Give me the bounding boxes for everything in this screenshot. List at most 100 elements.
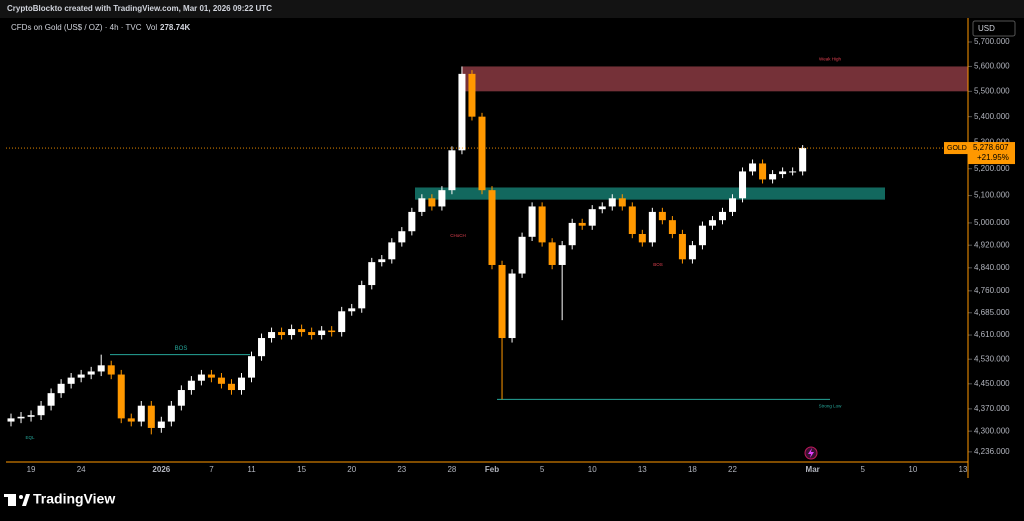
logo bbox=[4, 494, 30, 506]
candle-body bbox=[548, 242, 556, 265]
candle-body bbox=[137, 405, 145, 422]
candle-body bbox=[468, 73, 476, 117]
candle-body bbox=[698, 225, 706, 246]
x-tick-label: 13 bbox=[959, 465, 968, 474]
currency-box[interactable] bbox=[972, 20, 1016, 37]
y-tick-label: 4,610.000 bbox=[974, 330, 1010, 339]
annotation: CHoCH bbox=[450, 233, 466, 238]
x-tick-label: 19 bbox=[27, 465, 36, 474]
candle-body bbox=[298, 329, 306, 333]
candle-body bbox=[618, 198, 626, 207]
candle-body bbox=[488, 190, 496, 265]
y-tick-label: 5,500.000 bbox=[974, 86, 1010, 95]
candle-body bbox=[278, 332, 286, 336]
change-label: +21.95% bbox=[977, 153, 1009, 162]
candle-body bbox=[408, 211, 416, 232]
candle-body bbox=[668, 220, 676, 235]
candle-body bbox=[318, 330, 326, 336]
y-tick-label: 5,000.000 bbox=[974, 218, 1010, 227]
candle-body bbox=[638, 234, 646, 243]
candle-body bbox=[448, 150, 456, 191]
zone-label: Weak High bbox=[819, 57, 841, 62]
candle-body bbox=[608, 198, 616, 207]
y-tick-label: 5,400.000 bbox=[974, 112, 1010, 121]
y-tick-label: 4,920.000 bbox=[974, 240, 1010, 249]
candle-body bbox=[328, 330, 336, 333]
y-tick-label: 5,700.000 bbox=[974, 37, 1010, 46]
y-tick-label: 4,370.000 bbox=[974, 404, 1010, 413]
candle-body bbox=[598, 206, 606, 210]
candle-body bbox=[749, 163, 757, 172]
credit: CryptoBlockto created with TradingView.c… bbox=[7, 4, 272, 13]
header-bar bbox=[0, 0, 1024, 18]
y-tick-label: 5,100.000 bbox=[974, 191, 1010, 200]
price-tag bbox=[968, 142, 1015, 165]
y-tick-label: 4,685.000 bbox=[974, 308, 1010, 317]
alert-bolt bbox=[808, 448, 814, 458]
annotation: BOS bbox=[653, 262, 663, 267]
candle-body bbox=[658, 211, 666, 221]
candle-body bbox=[207, 374, 215, 378]
candle-body bbox=[428, 198, 436, 207]
volume-prefix: Vol bbox=[146, 23, 157, 32]
candle-body bbox=[338, 311, 346, 333]
x-tick-label: 7 bbox=[209, 465, 214, 474]
x-tick-label: 5 bbox=[861, 465, 866, 474]
plot: 4,236.000 4,300.000 4,370.000 4,450.000 4,53… bbox=[6, 37, 1010, 474]
level-label: Strong Low bbox=[819, 404, 843, 409]
candle-body bbox=[458, 73, 466, 151]
candle-body bbox=[237, 377, 245, 391]
candle-body bbox=[288, 329, 296, 336]
candle-body bbox=[197, 374, 205, 381]
symbol: CFDs on Gold (US$ / OZ) · 4h · TVC bbox=[11, 23, 142, 32]
y-tick-label: 4,236.000 bbox=[974, 447, 1010, 456]
candle-body bbox=[187, 380, 195, 391]
x-tick-label: 15 bbox=[297, 465, 306, 474]
candle-body bbox=[368, 262, 376, 286]
candle-body bbox=[528, 206, 536, 237]
candle-body bbox=[348, 308, 356, 312]
candle-body bbox=[628, 206, 636, 235]
candle-body bbox=[799, 148, 807, 172]
currency: USD bbox=[978, 24, 995, 33]
candle-body bbox=[418, 198, 426, 212]
candle-body bbox=[167, 405, 175, 422]
x-tick-label: 2026 bbox=[152, 465, 170, 474]
candle-body bbox=[498, 264, 506, 339]
candle-body bbox=[37, 405, 45, 416]
candle-body bbox=[127, 418, 135, 422]
candle-body bbox=[308, 332, 316, 336]
x-tick-label: 24 bbox=[77, 465, 86, 474]
candle-body bbox=[518, 236, 526, 274]
candle-body bbox=[227, 383, 235, 391]
zone bbox=[462, 66, 968, 92]
candle-body bbox=[789, 171, 797, 173]
x-tick-label: 10 bbox=[908, 465, 917, 474]
candle-body bbox=[107, 365, 115, 375]
x-tick-label: Feb bbox=[485, 465, 499, 474]
candle-body bbox=[378, 259, 386, 263]
level-label: BOS bbox=[175, 346, 188, 352]
candle-body bbox=[177, 390, 185, 406]
candle-body bbox=[769, 174, 777, 180]
candle-body bbox=[438, 190, 446, 207]
candle-body bbox=[568, 222, 576, 246]
x-tick-label: 18 bbox=[688, 465, 697, 474]
candle-body bbox=[248, 356, 256, 378]
candle-body bbox=[117, 374, 125, 419]
candle-body bbox=[388, 242, 396, 260]
y-tick-label: 4,300.000 bbox=[974, 426, 1010, 435]
candle-body bbox=[678, 234, 686, 260]
y-tick-label: 5,600.000 bbox=[974, 62, 1010, 71]
price-tag-label: 5,278.607 bbox=[973, 143, 1009, 152]
candle-body bbox=[77, 374, 85, 378]
zone bbox=[415, 187, 885, 200]
candle-body bbox=[688, 245, 696, 260]
y-tick-label: 4,450.000 bbox=[974, 379, 1010, 388]
candle-body bbox=[538, 206, 546, 243]
x-tick-label: 23 bbox=[397, 465, 406, 474]
x-tick-label: 28 bbox=[447, 465, 456, 474]
volume: 278.74K bbox=[160, 23, 190, 32]
candle-body bbox=[739, 171, 747, 199]
